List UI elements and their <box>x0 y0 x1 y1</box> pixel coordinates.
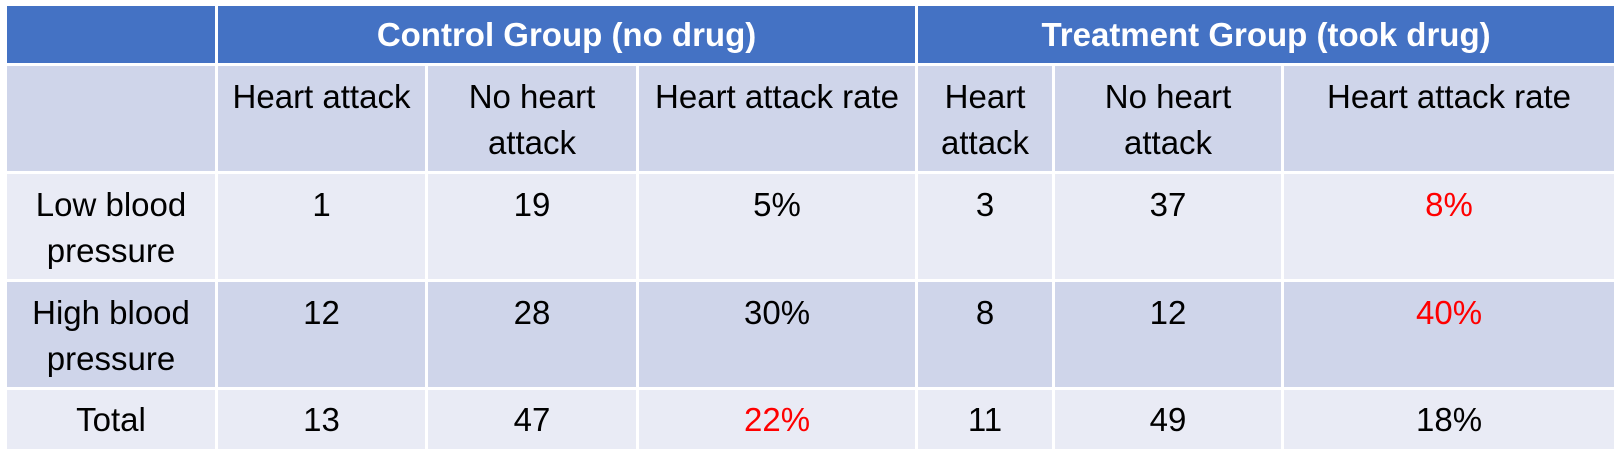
column-header: Heart attack rate <box>1281 63 1618 174</box>
column-header: No heart attack <box>425 63 639 174</box>
table-cell: 5% <box>635 171 919 282</box>
column-header: No heart attack <box>1052 63 1285 174</box>
table-row: Total 13 47 22% 11 49 18% <box>4 387 1618 452</box>
highlighted-cell: 22% <box>635 387 919 452</box>
column-header: Heart attack rate <box>635 63 919 174</box>
row-label: High blood pressure <box>4 279 218 390</box>
table-cell: 8 <box>915 279 1056 390</box>
highlighted-cell: 40% <box>1281 279 1618 390</box>
treatment-group-header: Treatment Group (took drug) <box>915 3 1618 66</box>
table-cell: 11 <box>915 387 1056 452</box>
table-cell: 19 <box>425 171 639 282</box>
table-cell: 1 <box>215 171 428 282</box>
table-cell: 3 <box>915 171 1056 282</box>
table-cell: 28 <box>425 279 639 390</box>
row-label: Low blood pressure <box>4 171 218 282</box>
table-cell: 49 <box>1052 387 1285 452</box>
row-label-header <box>4 63 218 174</box>
corner-header-cell <box>4 3 218 66</box>
table-cell: 18% <box>1281 387 1618 452</box>
table-cell: 47 <box>425 387 639 452</box>
table-cell: 37 <box>1052 171 1285 282</box>
column-header: Heart attack <box>915 63 1056 174</box>
control-group-header: Control Group (no drug) <box>214 3 919 66</box>
table-row: High blood pressure 12 28 30% 8 12 40% <box>4 279 1618 390</box>
row-label: Total <box>4 387 218 452</box>
table-cell: 13 <box>215 387 428 452</box>
table-cell: 12 <box>1052 279 1285 390</box>
data-table: Control Group (no drug) Treatment Group … <box>4 3 1618 452</box>
column-header: Heart attack <box>215 63 428 174</box>
table-cell: 12 <box>215 279 428 390</box>
table-row: Low blood pressure 1 19 5% 3 37 8% <box>4 171 1618 282</box>
highlighted-cell: 8% <box>1281 171 1618 282</box>
table-cell: 30% <box>635 279 919 390</box>
